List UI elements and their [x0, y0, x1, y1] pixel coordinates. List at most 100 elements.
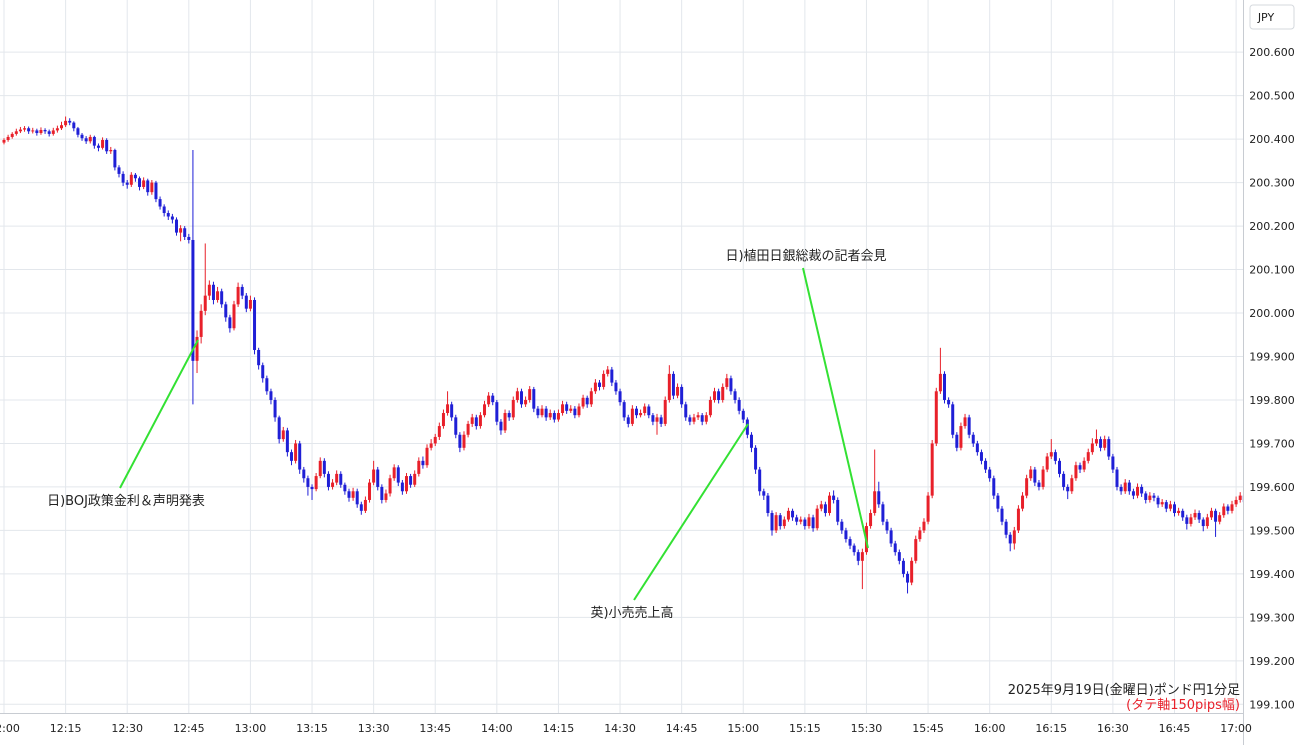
candle-body: [561, 404, 565, 414]
annotation-line: [802, 267, 869, 549]
candle-body: [417, 460, 421, 474]
candle-body: [741, 410, 745, 420]
candle-body: [602, 373, 606, 387]
candle-body: [754, 447, 758, 470]
candle-body: [1152, 495, 1156, 498]
candle-body: [897, 552, 901, 561]
candle-body: [1033, 469, 1037, 483]
candle-body: [1148, 495, 1152, 500]
candle-body: [183, 228, 187, 237]
candle-body: [671, 373, 675, 396]
candle-body: [413, 473, 417, 485]
candle-body: [72, 122, 76, 129]
candle-body: [569, 408, 573, 411]
x-tick-label: 16:30: [1097, 722, 1129, 735]
x-tick-label: 13:30: [358, 722, 390, 735]
candle-body: [819, 504, 823, 509]
y-tick-label: 199.700: [1249, 437, 1295, 450]
candle-body: [458, 434, 462, 448]
candle-body: [1218, 515, 1222, 522]
candle-body: [1136, 486, 1140, 496]
candle-body: [860, 552, 864, 561]
candle-body: [162, 206, 166, 214]
candle-body: [80, 134, 84, 139]
y-tick-label: 199.600: [1249, 481, 1295, 494]
candle-body: [92, 136, 96, 146]
candle-body: [2, 139, 6, 143]
candle-body: [343, 484, 347, 492]
x-tick-label: 15:30: [851, 722, 883, 735]
candle-body: [483, 404, 487, 416]
candle-body: [224, 304, 228, 318]
candle-body: [676, 386, 680, 396]
candle-body: [363, 499, 367, 511]
candle-body: [906, 573, 910, 583]
candle-body: [355, 491, 359, 505]
x-tick-label: 14:30: [604, 722, 636, 735]
candle-body: [704, 415, 708, 422]
candle-body: [326, 473, 330, 487]
candle-body: [404, 476, 408, 492]
candle-body: [881, 504, 885, 522]
candle-body: [158, 199, 162, 207]
candle-body: [146, 180, 150, 193]
candle-body: [191, 239, 195, 361]
candle-body: [335, 473, 339, 483]
candle-body: [536, 408, 540, 416]
candle-body: [1029, 469, 1033, 479]
candle-body: [1164, 502, 1168, 509]
candle-body: [27, 128, 31, 132]
candle-body: [331, 482, 335, 487]
candle-body: [815, 508, 819, 529]
candle-body: [655, 417, 659, 422]
candle-body: [187, 236, 191, 240]
y-tick-label: 199.400: [1249, 568, 1295, 581]
candle-body: [96, 145, 100, 148]
candle-body: [725, 378, 729, 387]
candle-body: [1140, 486, 1144, 494]
candle-body: [384, 493, 388, 500]
x-tick-label: 13:00: [235, 722, 267, 735]
candle-body: [988, 469, 992, 479]
chart-title: 2025年9月19日(金曜日)ポンド円1分足: [1008, 683, 1240, 698]
candle-body: [721, 386, 725, 400]
y-tick-label: 199.500: [1249, 524, 1295, 537]
candle-body: [142, 180, 146, 187]
candle-body: [507, 413, 511, 418]
candle-body: [1045, 456, 1049, 470]
candle-body: [59, 125, 63, 129]
candle-body: [487, 395, 491, 405]
candle-body: [528, 389, 532, 400]
candle-body: [782, 519, 786, 527]
candle-body: [614, 382, 618, 392]
candle-body: [840, 521, 844, 531]
candle-body: [1181, 510, 1185, 518]
candle-body: [318, 460, 322, 477]
x-tick-label: 14:15: [543, 722, 575, 735]
candle-body: [848, 539, 852, 546]
candle-body: [626, 417, 630, 424]
candle-body: [23, 128, 27, 130]
candle-body: [618, 391, 622, 403]
candle-body: [174, 219, 178, 233]
x-tick-label: 16:15: [1035, 722, 1067, 735]
candle-body: [446, 404, 450, 414]
candle-body: [261, 365, 265, 379]
candle-body: [951, 404, 955, 435]
candle-body: [339, 473, 343, 485]
candle-body: [1214, 510, 1218, 522]
candle-body: [314, 476, 318, 490]
annotation: 日)植田日銀総裁の記者会見: [725, 248, 886, 264]
candle-body: [910, 560, 914, 583]
candle-body: [967, 417, 971, 435]
x-tick-label: 12:15: [50, 722, 82, 735]
candle-body: [302, 469, 306, 479]
candle-body: [68, 120, 72, 123]
candle-body: [450, 404, 454, 418]
candle-body: [749, 434, 753, 448]
candle-body: [511, 399, 515, 418]
candle-body: [799, 519, 803, 522]
candle-body: [216, 291, 220, 300]
candle-body: [737, 399, 741, 411]
y-tick-label: 199.200: [1249, 655, 1295, 668]
